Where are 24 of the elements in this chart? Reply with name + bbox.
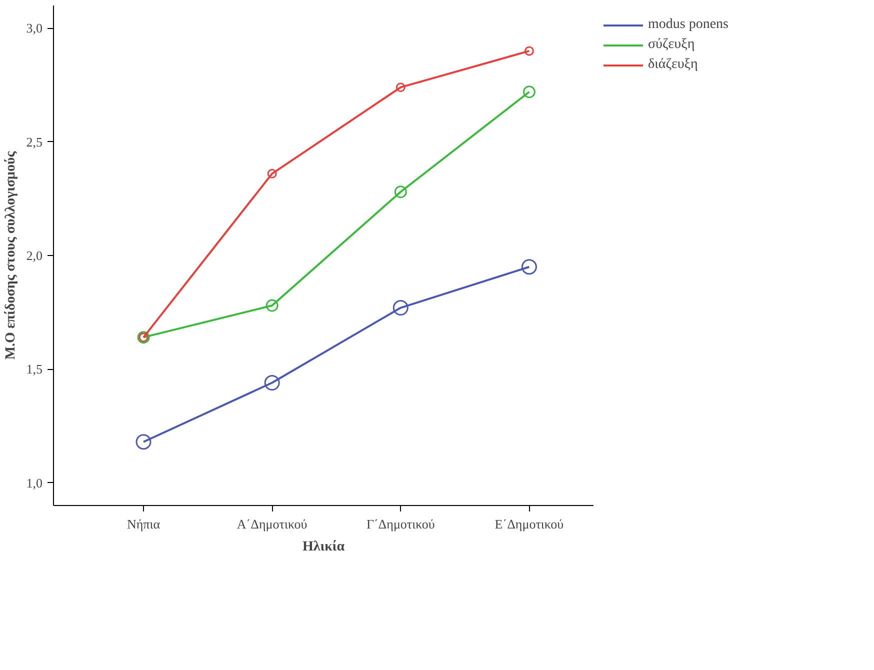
point xyxy=(136,434,152,450)
point xyxy=(264,375,280,391)
point xyxy=(522,86,536,98)
point xyxy=(266,299,278,312)
x-tick-label: Ε΄Δημοτικού xyxy=(494,516,564,532)
legend-label: σύζευξη xyxy=(648,37,695,53)
point xyxy=(396,82,406,92)
x-tick-label: Α΄Δημοτικού xyxy=(236,516,308,532)
legend-label: διάζευξη xyxy=(648,57,698,73)
y-axis-title: Μ.Ο επίδοσης στους συλλογισμούς xyxy=(3,150,18,360)
x-tick-label: Γ΄Δημοτικού xyxy=(366,516,435,532)
legend-label: modus ponens xyxy=(648,17,728,33)
point xyxy=(267,168,277,178)
y-tick-label: 2,5 xyxy=(26,134,42,150)
point xyxy=(521,259,537,275)
point xyxy=(394,186,407,198)
y-tick-label: 3,0 xyxy=(26,20,42,36)
y-tick-label: 1,0 xyxy=(26,475,42,490)
y-tick-label: 2,0 xyxy=(26,248,42,263)
point xyxy=(524,46,534,56)
y-tick-label: 1,5 xyxy=(26,362,42,377)
x-tick-label: Νήπια xyxy=(126,516,160,532)
point xyxy=(392,300,408,316)
x-axis-title: Ηλικία xyxy=(302,540,345,554)
